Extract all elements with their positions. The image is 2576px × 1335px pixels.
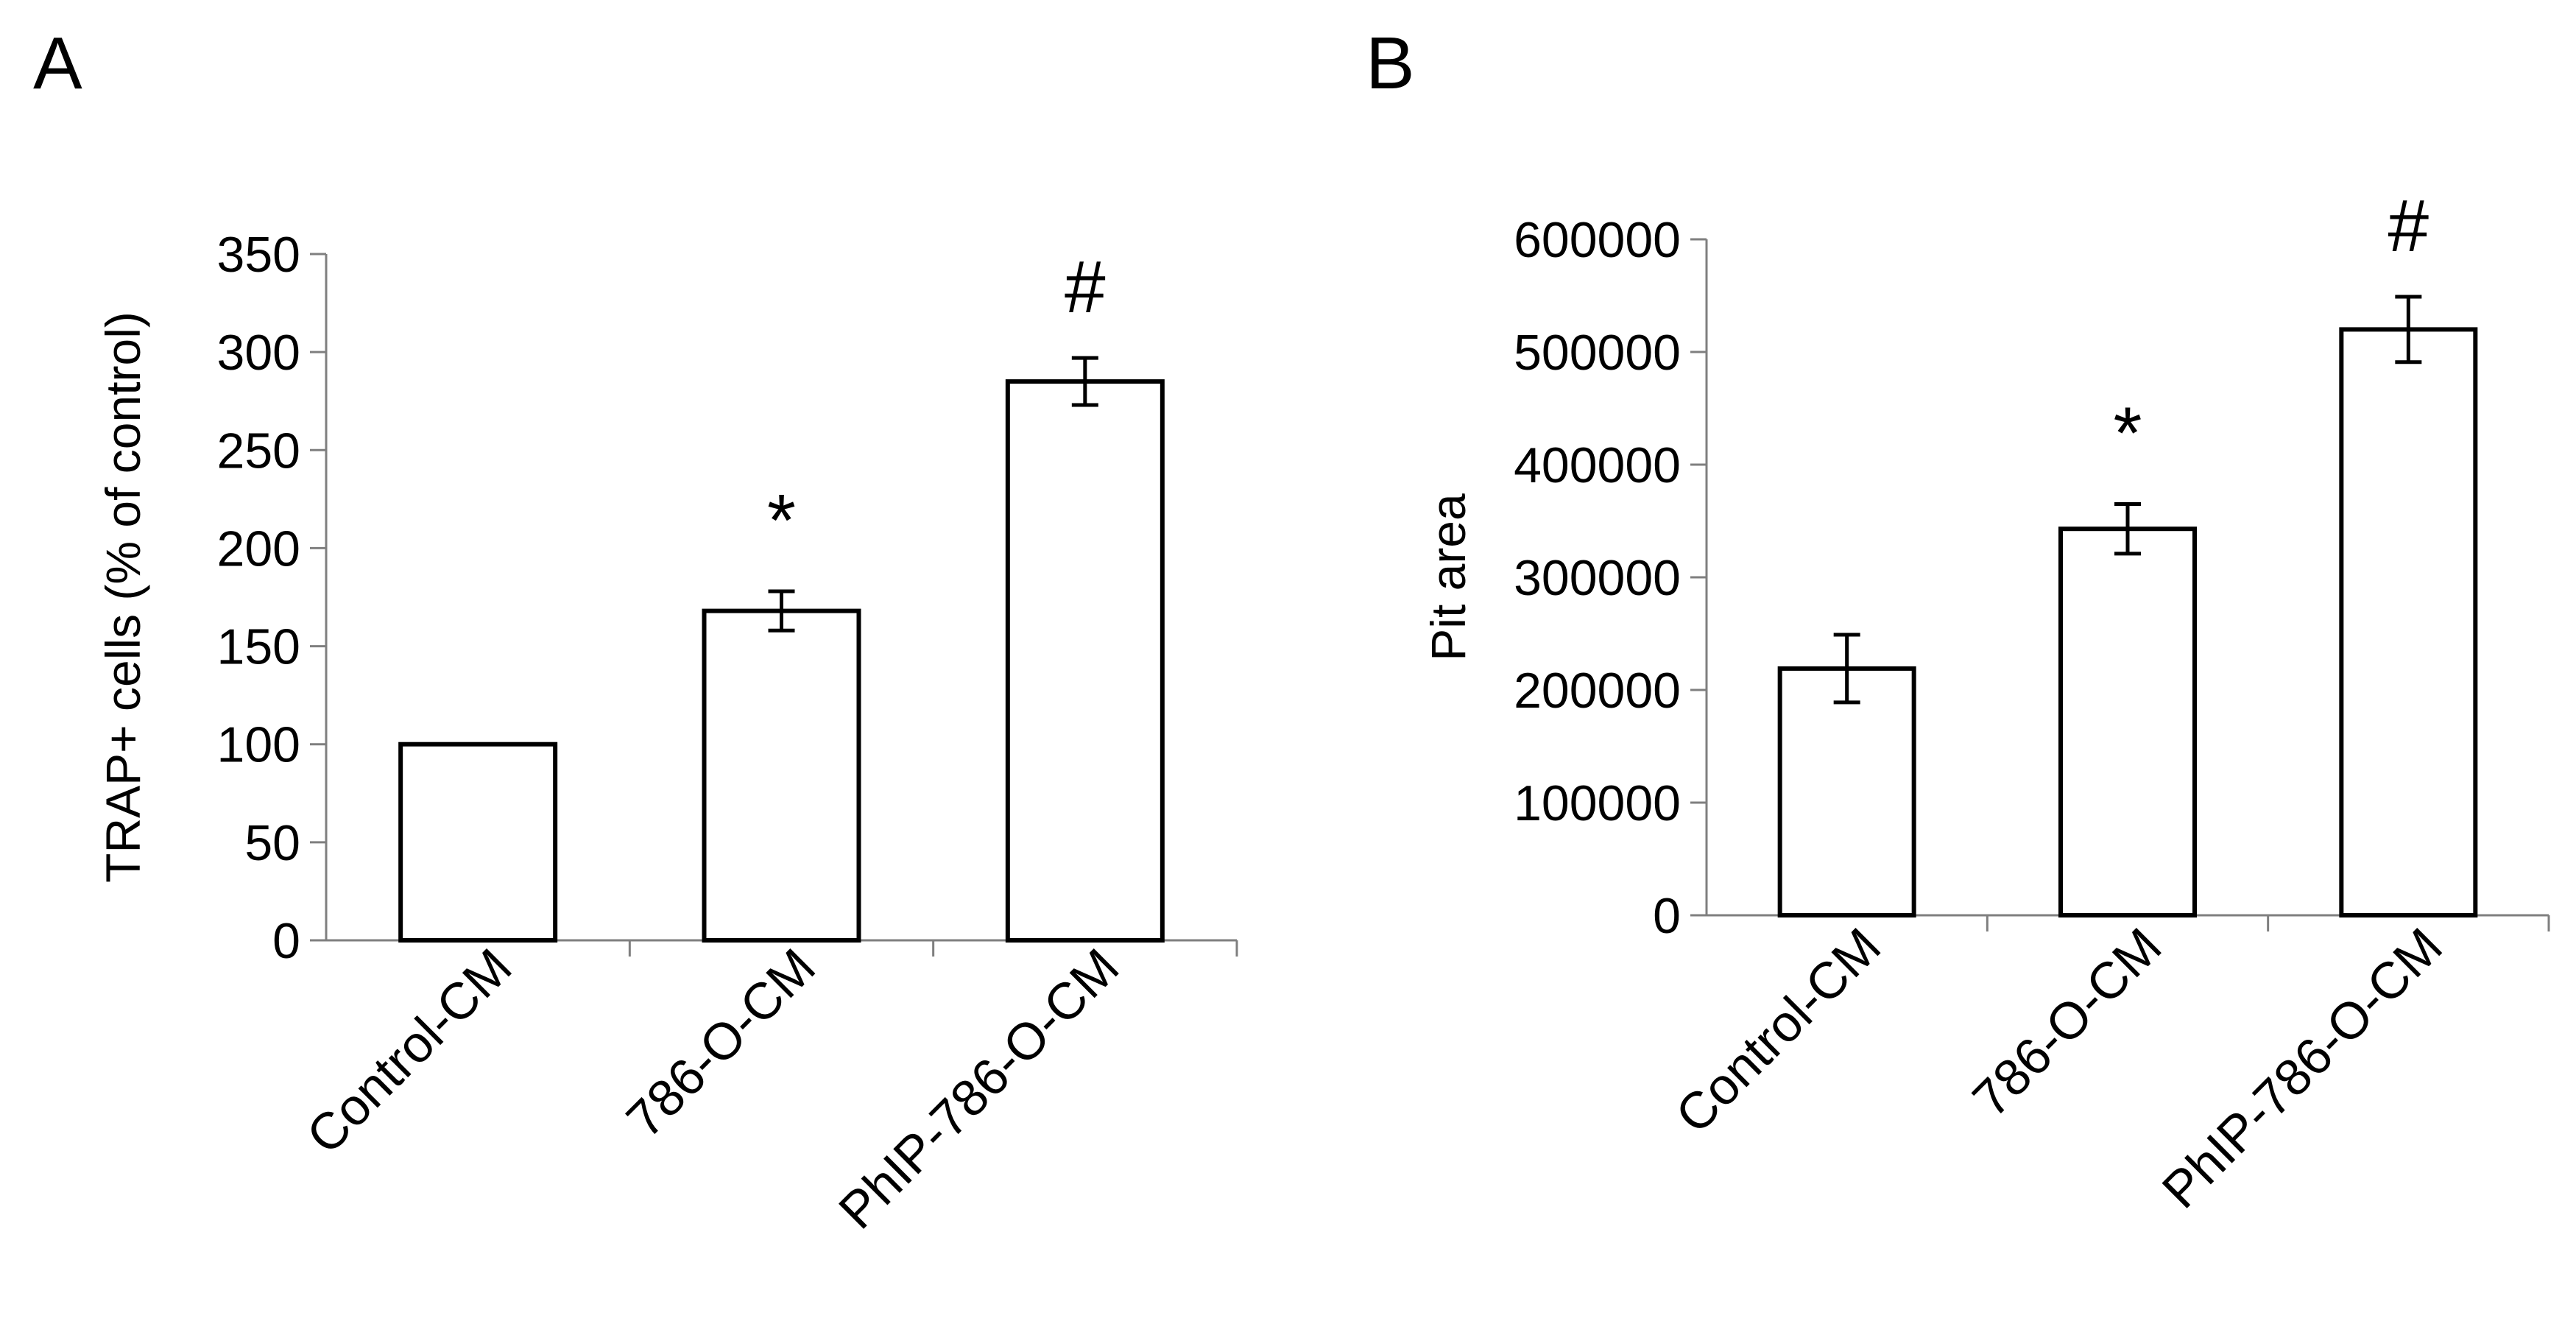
panel-label: B: [1366, 22, 1415, 105]
bar-1: [2058, 526, 2197, 917]
y-tick-label: 0: [1653, 888, 1681, 944]
y-tick-label: 100: [217, 717, 300, 773]
y-tick-label: 0: [272, 913, 300, 969]
x-category-label-0: Control-CM: [1665, 917, 1891, 1144]
y-tick-label: 400000: [1514, 437, 1681, 493]
panel-a-bar-chart: A 0 50 100 150 200 250 300 350 TRAP+ cells (% of …: [33, 22, 1238, 1239]
significance-marker-2: #: [2388, 185, 2429, 267]
y-tick-label: 500000: [1514, 325, 1681, 381]
y-axis-title: TRAP+ cells (% of control): [96, 311, 150, 883]
significance-marker-2: #: [1065, 246, 1106, 328]
y-tick-label: 200000: [1514, 663, 1681, 719]
x-category-label-2: PhIP-786-O-CM: [828, 937, 1129, 1239]
y-tick-label: 600000: [1514, 212, 1681, 268]
y-tick-label: 200: [217, 521, 300, 577]
x-category-label-1: 786-O-CM: [1961, 917, 2172, 1127]
y-tick-label: 250: [217, 423, 300, 479]
y-axis-title: Pit area: [1421, 493, 1475, 661]
y-tick-label: 100000: [1514, 775, 1681, 831]
y-tick-label: 150: [217, 619, 300, 675]
x-category-label-0: Control-CM: [296, 937, 523, 1164]
x-category-label-2: PhIP-786-O-CM: [2151, 917, 2453, 1219]
y-tick-label: 300000: [1514, 550, 1681, 606]
bar-0: [398, 742, 558, 943]
significance-marker-1: *: [2114, 392, 2142, 475]
bar-0: [1777, 666, 1916, 917]
bar-1: [702, 608, 861, 943]
x-category-label-1: 786-O-CM: [615, 937, 826, 1148]
panel-b-bar-chart: B 0 100000 200000 300000 400000 500000 600000 Pi…: [1366, 22, 2550, 1219]
y-tick-label: 300: [217, 325, 300, 381]
y-tick-label: 350: [217, 227, 300, 283]
bar-2: [2339, 327, 2478, 917]
bar-2: [1005, 379, 1165, 943]
panel-label: A: [33, 22, 82, 105]
y-tick-label: 50: [244, 815, 300, 871]
significance-marker-1: *: [767, 479, 796, 562]
